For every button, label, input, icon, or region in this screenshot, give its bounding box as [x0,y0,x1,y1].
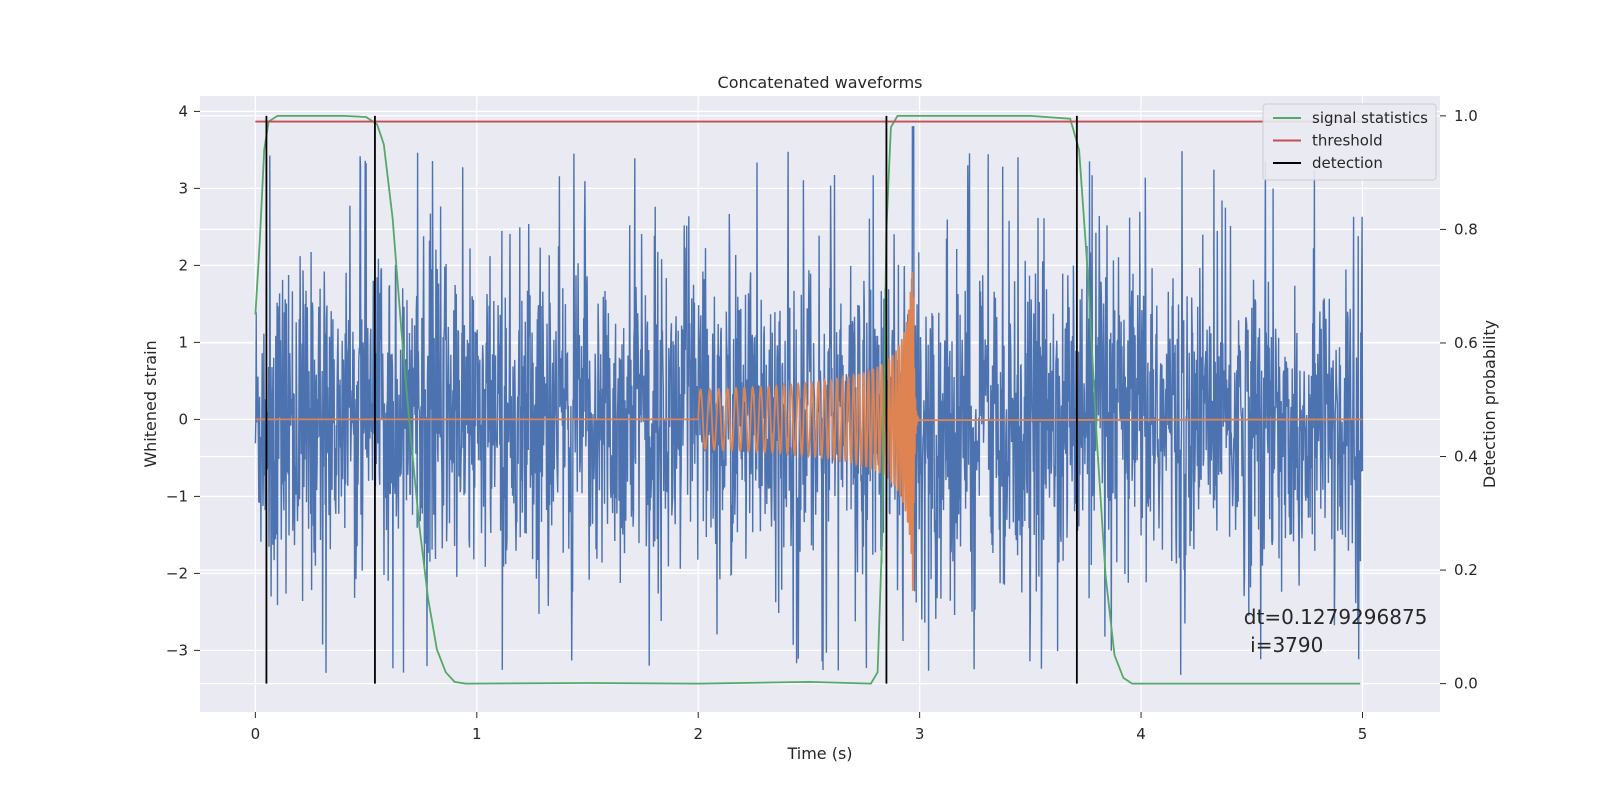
x-axis-title: Time (s) [786,744,852,763]
x-tick-label: 3 [915,725,925,743]
x-tick-label: 1 [472,725,482,743]
legend-label: detection [1312,154,1383,172]
x-tick-label: 0 [251,725,261,743]
y-axis-title: Whitened strain [141,340,160,467]
y-tick-label: −2 [166,564,188,582]
x-tick-label: 5 [1358,725,1368,743]
y-tick-label: −1 [166,487,188,505]
annotation-line-2: i=3790 [1244,633,1324,657]
y2-tick-label: 0.8 [1454,220,1478,238]
y2-tick-label: 0.4 [1454,448,1478,466]
y2-axis-title: Detection probability [1480,320,1499,488]
y-tick-label: −3 [166,641,188,659]
chart-title: Concatenated waveforms [718,73,923,92]
legend: signal statistics threshold detection [1262,103,1437,181]
legend-box [1262,103,1437,181]
y-tick-label: 3 [178,179,188,197]
y2-tick-label: 1.0 [1454,107,1478,125]
legend-label: signal statistics [1312,109,1428,127]
y-tick-label: 1 [178,333,188,351]
annotation: dt=0.1279296875 i=3790 [1244,605,1428,657]
signal-statistics-line [254,115,1361,685]
y-tick-label: 2 [178,256,188,274]
legend-label: threshold [1312,132,1383,150]
y2-tick-label: 0.2 [1454,561,1478,579]
strain-series-line [254,126,1364,675]
series-layer [254,115,1364,685]
y-tick-label: 0 [178,410,188,428]
y2-tick-label: 0.6 [1454,334,1478,352]
ticks: 0 1 2 3 4 5 −3 −2 −1 0 1 2 3 4 0.0 0.2 0.4 0.6 0.8 1.0 [166,102,1478,743]
y2-tick-label: 0.0 [1454,675,1478,693]
y-tick-label: 4 [178,102,188,120]
injection-series-line [255,272,1363,591]
x-tick-label: 4 [1136,725,1146,743]
x-tick-label: 2 [693,725,703,743]
annotation-line-1: dt=0.1279296875 [1244,605,1428,629]
